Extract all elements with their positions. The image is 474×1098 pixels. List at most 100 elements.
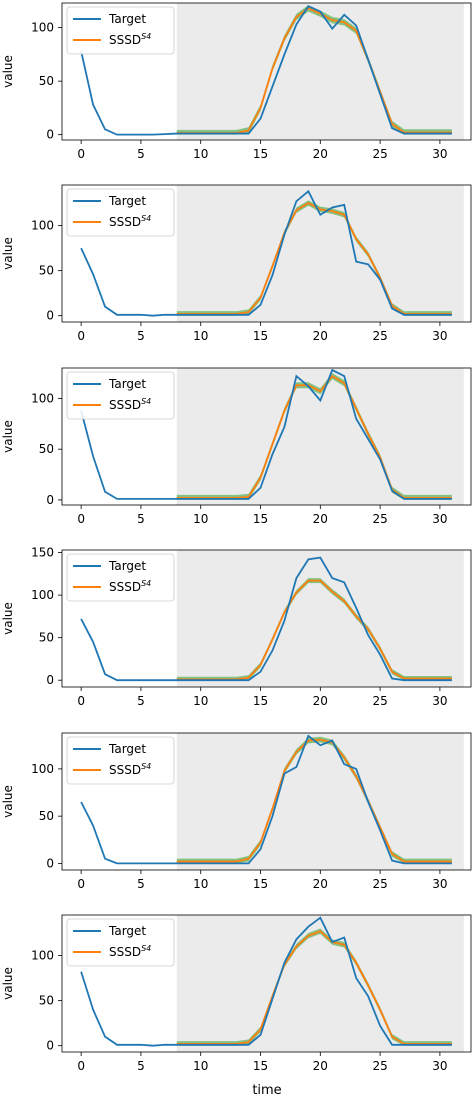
x-tick-label: 0 — [77, 147, 85, 161]
series-sssd-line — [176, 930, 452, 1045]
x-tick-label: 15 — [253, 329, 268, 343]
legend-label-sssd: SSSDS4 — [109, 762, 151, 777]
x-tick-label: 0 — [77, 1059, 85, 1073]
y-tick-label: 0 — [46, 856, 54, 870]
plot-frame — [61, 184, 472, 323]
x-tick-label: 30 — [432, 512, 447, 526]
x-tick-label: 15 — [253, 1059, 268, 1073]
y-axis-label: value — [1, 237, 15, 270]
legend-label-sssd: SSSDS4 — [109, 579, 151, 594]
x-tick-label: 5 — [137, 147, 145, 161]
shaded-region — [176, 3, 464, 140]
x-tick-label: 30 — [432, 147, 447, 161]
x-tick-label: 10 — [193, 329, 208, 343]
x-tick-label: 15 — [253, 877, 268, 891]
shaded-region — [176, 915, 464, 1052]
forecast-band — [176, 736, 452, 864]
x-tick-label: 20 — [313, 1059, 328, 1073]
x-tick-label: 0 — [77, 877, 85, 891]
x-tick-label: 0 — [77, 694, 85, 708]
x-tick-label: 10 — [193, 694, 208, 708]
legend-label-target: Target — [108, 194, 146, 208]
series-target-line — [80, 368, 452, 500]
legend-superscript: S4 — [141, 32, 151, 41]
subplot-4: 0 5 10 15 20 25 30 0 50 100 150 value Target SSSDS4 — [1, 546, 472, 708]
legend-superscript: S4 — [141, 762, 151, 771]
legend: Target SSSDS4 — [66, 918, 175, 967]
plot-frame — [61, 2, 472, 141]
series-target-line — [80, 734, 452, 865]
y-tick-label: 50 — [39, 809, 54, 823]
x-tick-label: 30 — [432, 877, 447, 891]
x-tick-label: 25 — [372, 147, 387, 161]
legend-label-sssd: SSSDS4 — [109, 214, 151, 229]
y-tick-label: 0 — [46, 309, 54, 323]
x-tick-label: 30 — [432, 694, 447, 708]
x-tick-label: 0 — [77, 512, 85, 526]
legend-superscript: S4 — [141, 944, 151, 953]
y-tick-label: 100 — [31, 588, 54, 602]
series-sssd-line — [176, 201, 452, 315]
x-tick-label: 5 — [137, 877, 145, 891]
y-tick-label: 50 — [39, 264, 54, 278]
x-tick-label: 20 — [313, 877, 328, 891]
y-tick-label: 100 — [31, 762, 54, 776]
x-tick-label: 25 — [372, 877, 387, 891]
x-tick-label: 20 — [313, 147, 328, 161]
y-tick-label: 50 — [39, 74, 54, 88]
legend-label-sssd: SSSDS4 — [109, 32, 151, 47]
shaded-region — [176, 550, 464, 687]
y-tick-label: 50 — [39, 442, 54, 456]
plot-frame — [61, 549, 472, 688]
x-tick-label: 25 — [372, 512, 387, 526]
x-tick-label: 25 — [372, 694, 387, 708]
x-tick-label: 15 — [253, 512, 268, 526]
x-tick-label: 20 — [313, 329, 328, 343]
subplot-3: 0 5 10 15 20 25 30 0 50 100 value Target SSSDS4 — [1, 367, 472, 526]
legend-label-sssd: SSSDS4 — [109, 397, 151, 412]
plot-frame — [61, 914, 472, 1053]
series-target-line — [80, 5, 452, 136]
y-tick-label: 100 — [31, 21, 54, 35]
series-target-line — [80, 189, 452, 317]
shaded-region — [176, 185, 464, 322]
y-axis-label: value — [1, 55, 15, 88]
y-tick-label: 100 — [31, 391, 54, 405]
series-target-line — [80, 916, 452, 1047]
x-tick-label: 20 — [313, 512, 328, 526]
y-tick-label: 100 — [31, 949, 54, 963]
legend-label-target: Target — [108, 742, 146, 756]
series-target-line — [80, 556, 452, 682]
x-tick-label: 10 — [193, 1059, 208, 1073]
x-tick-label: 30 — [432, 1059, 447, 1073]
legend: Target SSSDS4 — [66, 736, 175, 785]
subplot-2: 0 5 10 15 20 25 30 0 50 100 value Target SSSDS4 — [1, 184, 472, 343]
x-tick-label: 10 — [193, 877, 208, 891]
x-tick-label: 10 — [193, 512, 208, 526]
series-sssd-line — [176, 374, 452, 499]
y-tick-label: 0 — [46, 673, 54, 687]
x-tick-label: 5 — [137, 694, 145, 708]
x-tick-label: 5 — [137, 512, 145, 526]
y-tick-label: 50 — [39, 994, 54, 1008]
legend: Target SSSDS4 — [66, 371, 175, 420]
legend-label-sssd: SSSDS4 — [109, 944, 151, 959]
subplot-1: 0 5 10 15 20 25 30 0 50 100 value Target SSSDS4 — [1, 2, 472, 161]
legend-label-target: Target — [108, 12, 146, 26]
y-tick-label: 0 — [46, 493, 54, 507]
subplot-6: 0 5 10 15 20 25 30 0 50 100 value Target SSSDS4 — [1, 914, 472, 1073]
subplot-5: 0 5 10 15 20 25 30 0 50 100 value Target SSSDS4 — [1, 732, 472, 891]
y-axis-label: value — [1, 420, 15, 453]
y-tick-label: 100 — [31, 219, 54, 233]
x-tick-label: 0 — [77, 329, 85, 343]
legend-label-target: Target — [108, 377, 146, 391]
y-axis-label: value — [1, 602, 15, 635]
x-tick-label: 30 — [432, 329, 447, 343]
legend-label-target: Target — [108, 924, 146, 938]
plot-frame — [61, 732, 472, 871]
x-tick-label: 20 — [313, 694, 328, 708]
legend-superscript: S4 — [141, 214, 151, 223]
x-tick-label: 25 — [372, 329, 387, 343]
y-tick-label: 0 — [46, 128, 54, 142]
